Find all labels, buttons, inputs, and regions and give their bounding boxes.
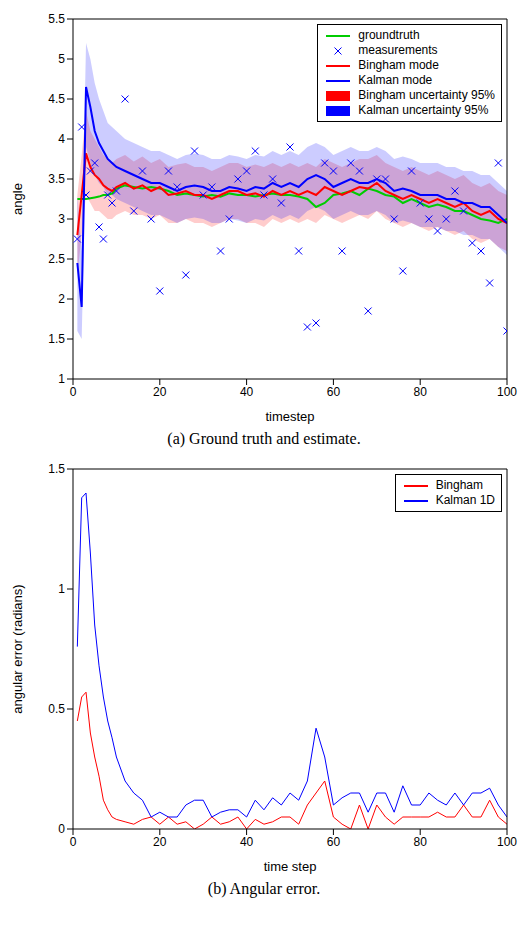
svg-text:20: 20 (153, 385, 167, 399)
svg-text:60: 60 (327, 385, 341, 399)
svg-text:1.5: 1.5 (48, 462, 65, 476)
html-text:Kalman 1D: Kalman 1D (435, 493, 495, 507)
svg-text:80: 80 (414, 385, 428, 399)
svg-text:0: 0 (70, 385, 77, 399)
svg-text:2: 2 (58, 292, 65, 306)
html-text:measurements: measurements (358, 43, 438, 57)
svg-text:80: 80 (414, 835, 428, 849)
svg-text:0.5: 0.5 (48, 702, 65, 716)
svg-text:5.5: 5.5 (48, 12, 65, 26)
svg-text:4: 4 (58, 132, 65, 146)
svg-text:0: 0 (70, 835, 77, 849)
svg-text:100: 100 (497, 385, 517, 399)
html-text:Kalman mode: Kalman mode (358, 73, 433, 87)
svg-text:2.5: 2.5 (48, 252, 65, 266)
svg-text:time step: time step (264, 859, 317, 874)
html-text:Bingham uncertainty 95%: Bingham uncertainty 95% (358, 88, 495, 102)
svg-text:100: 100 (497, 835, 517, 849)
html-text:Bingham: Bingham (435, 478, 483, 492)
svg-text:4.5: 4.5 (48, 92, 65, 106)
html-text:Kalman uncertainty 95%: Kalman uncertainty 95% (358, 103, 489, 117)
svg-text:40: 40 (240, 385, 254, 399)
svg-text:1.5: 1.5 (48, 332, 65, 346)
svg-text:angle: angle (10, 183, 25, 215)
svg-text:60: 60 (327, 835, 341, 849)
svg-text:5: 5 (58, 52, 65, 66)
svg-text:1: 1 (58, 582, 65, 596)
svg-text:angular error (radians): angular error (radians) (10, 584, 25, 713)
html-text:(b) Angular error.: (b) Angular error. (207, 880, 321, 897)
svg-text:20: 20 (153, 835, 167, 849)
html-text:Bingham mode: Bingham mode (358, 58, 439, 72)
svg-text:0: 0 (58, 822, 65, 836)
html-text:(a) Ground truth and estimate.: (a) Ground truth and estimate. (167, 430, 361, 447)
svg-text:timestep: timestep (265, 409, 314, 424)
svg-text:3: 3 (58, 212, 65, 226)
html-text:groundtruth: groundtruth (358, 28, 420, 42)
svg-text:40: 40 (240, 835, 254, 849)
svg-text:3.5: 3.5 (48, 172, 65, 186)
svg-text:1: 1 (58, 372, 65, 386)
